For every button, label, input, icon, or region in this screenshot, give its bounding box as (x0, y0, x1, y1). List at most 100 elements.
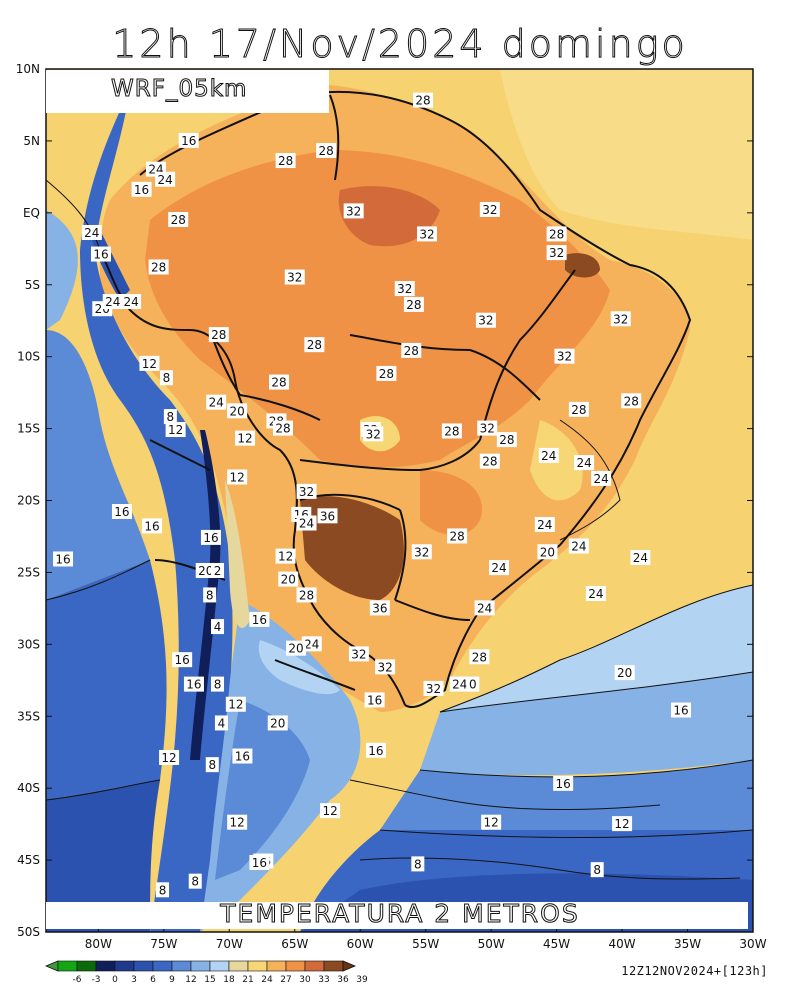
contour-label: 16 (183, 676, 204, 692)
svg-text:24: 24 (477, 601, 492, 615)
svg-text:8: 8 (214, 678, 222, 692)
contour-label: 12 (165, 422, 186, 438)
svg-text:24: 24 (452, 678, 467, 692)
svg-text:24: 24 (541, 449, 556, 463)
svg-text:8: 8 (163, 371, 171, 385)
contour-label: 16 (365, 742, 386, 758)
svg-text:20: 20 (281, 573, 296, 587)
contour-label: 16 (249, 854, 270, 870)
contour-label: 8 (203, 587, 217, 603)
model-label: WRF_05km (110, 76, 248, 103)
colorbar-tick-label: 15 (204, 975, 215, 985)
colorbar-swatch (323, 960, 344, 972)
latitude-tick-label: 45S (17, 853, 40, 867)
contour-label: 32 (296, 483, 317, 499)
svg-text:24: 24 (209, 396, 224, 410)
contour-label: 8 (188, 873, 202, 889)
colorbar-swatch (76, 960, 97, 972)
svg-text:32: 32 (397, 282, 412, 296)
contour-label: 16 (111, 504, 132, 520)
svg-text:36: 36 (320, 509, 335, 523)
contour-label: 32 (475, 312, 496, 328)
longitude-tick-label: 75W (150, 937, 177, 951)
contour-label: 16 (364, 692, 385, 708)
boundary-lines (99, 90, 692, 709)
latitude-tick-label: 10N (16, 62, 40, 76)
contour-label: 28 (208, 327, 229, 343)
longitude-tick-label: 80W (85, 937, 112, 951)
colorbar-tick-label: 3 (131, 975, 137, 985)
svg-text:24: 24 (571, 540, 586, 554)
contour-label: 24 (301, 636, 322, 652)
svg-text:28: 28 (278, 154, 293, 168)
contour-label: 28 (269, 374, 290, 390)
colorbar-tick-label: 24 (261, 975, 273, 985)
contour-label: 12 (275, 548, 296, 564)
svg-text:24: 24 (491, 561, 506, 575)
svg-text:28: 28 (404, 344, 419, 358)
contour-label: 32 (610, 311, 631, 327)
contour-label: 12 (612, 816, 633, 832)
contour-label: 24 (449, 676, 470, 692)
svg-text:16: 16 (556, 777, 571, 791)
latitude-tick-label: 25S (17, 565, 40, 579)
contour-label: 16 (553, 775, 574, 791)
colorbar-tick-label: 27 (280, 975, 291, 985)
longitude-tick-label: 45W (543, 937, 570, 951)
colorbar-tick-label: 30 (299, 975, 311, 985)
contour-label: 28 (441, 423, 462, 439)
contour-label: 12 (159, 749, 180, 765)
colorbar-tick-label: 18 (223, 975, 235, 985)
svg-text:24: 24 (299, 517, 314, 531)
svg-text:28: 28 (211, 328, 226, 342)
temperature-colorbar: -6 -3 0 3 6 9 12 15 18 21 24 27 30 33 36 39 (44, 960, 368, 985)
colorbar-tick-label: 12 (185, 975, 196, 985)
svg-text:24: 24 (158, 173, 173, 187)
contour-label: 24 (81, 224, 102, 240)
contour-label: 24 (538, 447, 559, 463)
contour-label: 8 (159, 370, 173, 386)
svg-text:32: 32 (377, 660, 392, 674)
svg-text:12: 12 (230, 470, 245, 484)
svg-text:28: 28 (299, 588, 314, 602)
contour-label-layer: 1624282828242416283232322832241628322024… (53, 85, 691, 898)
colorbar-high-arrow (342, 960, 357, 972)
svg-text:12: 12 (142, 357, 157, 371)
svg-text:16: 16 (181, 134, 196, 148)
svg-text:32: 32 (287, 271, 302, 285)
svg-text:20: 20 (540, 545, 555, 559)
colorbar-swatch (152, 960, 173, 972)
contour-label: 28 (168, 212, 189, 228)
contour-label: 12 (320, 803, 341, 819)
svg-text:12: 12 (322, 804, 337, 818)
svg-text:8: 8 (159, 883, 167, 897)
svg-text:32: 32 (482, 203, 497, 217)
svg-text:32: 32 (366, 427, 381, 441)
svg-text:24: 24 (633, 551, 648, 565)
contour-label: 24 (102, 294, 123, 310)
contour-label: 24 (568, 538, 589, 554)
contour-label: 32 (394, 281, 415, 297)
contour-label: 36 (369, 600, 390, 616)
svg-text:16: 16 (252, 613, 267, 627)
contour-label: 24 (534, 516, 555, 532)
colorbar-tick-label: -3 (92, 975, 101, 985)
colorbar-swatch (285, 960, 306, 972)
svg-text:4: 4 (218, 716, 226, 730)
longitude-tick-label: 60W (347, 937, 374, 951)
contour-label: 16 (178, 132, 199, 148)
svg-text:8: 8 (208, 758, 216, 772)
colorbar-tick-label: -6 (73, 975, 82, 985)
svg-text:16: 16 (186, 678, 201, 692)
svg-text:12: 12 (161, 751, 176, 765)
svg-text:28: 28 (406, 298, 421, 312)
contour-label: 12 (225, 696, 246, 712)
colorbar-swatch (95, 960, 116, 972)
svg-text:32: 32 (299, 485, 314, 499)
latitude-axis: 10N 5N EQ 5S 10S 15S 20S 25S 30S 35S 40S 45S 50S (16, 62, 753, 939)
contour-label: 32 (343, 203, 364, 219)
run-timestamp: 12Z12NOV2024+[123h] (621, 964, 768, 978)
svg-text:32: 32 (549, 246, 564, 260)
contour-label: 20 (537, 544, 558, 560)
contour-label: 20 (286, 640, 307, 656)
